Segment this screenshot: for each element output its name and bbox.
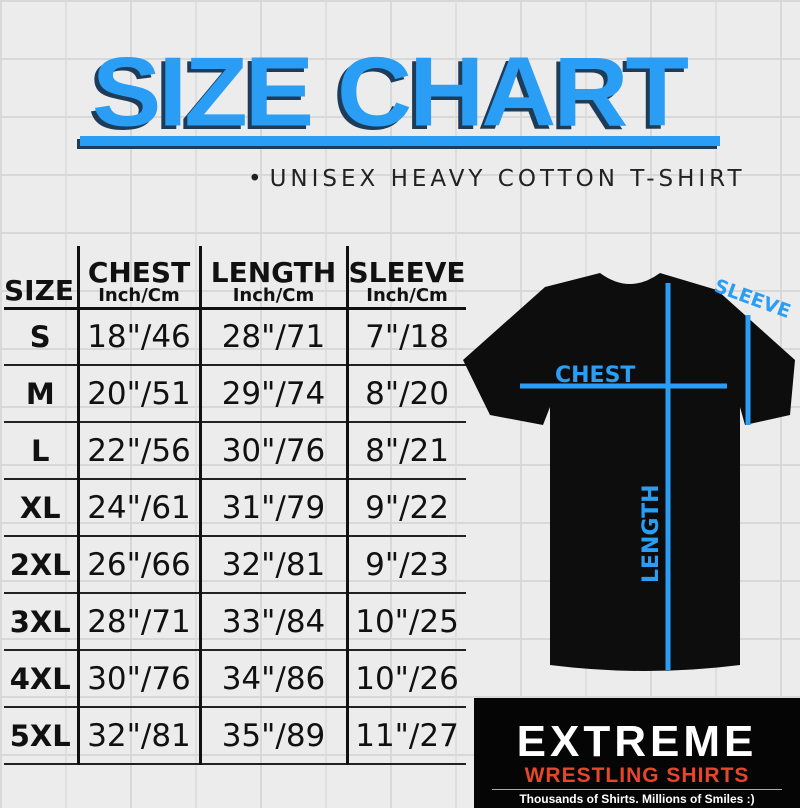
chest-header: CHEST Inch/Cm (76, 246, 200, 308)
size-cell: M (25, 376, 55, 411)
sleeve-header: SLEEVE Inch/Cm (345, 246, 466, 308)
length-cell: 28"/71 (198, 308, 347, 365)
length-cell: 34"/86 (198, 650, 347, 707)
sleeve-cell: 10"/26 (345, 650, 466, 707)
length-header: LENGTH Inch/Cm (198, 246, 347, 308)
table-row: M 20"/51 29"/74 8"/20 (4, 365, 466, 422)
logo-tagline: Thousands of Shirts. Millions of Smiles … (492, 789, 782, 806)
sleeve-cell: 9"/23 (345, 536, 466, 593)
table-row: L 22"/56 30"/76 8"/21 (4, 422, 466, 479)
page-title: SIZE CHART (92, 36, 689, 148)
brand-logo: EXTREME WRESTLING SHIRTS Thousands of Sh… (474, 698, 800, 808)
subtitle: UNISEX HEAVY COTTON T-SHIRT (248, 166, 746, 192)
length-cell: 35"/89 (198, 707, 347, 764)
length-cell: 31"/79 (198, 479, 347, 536)
table-header: SIZE CHEST Inch/Cm LENGTH Inch/Cm SLEEVE In… (4, 246, 466, 308)
size-cell: 2XL (9, 547, 71, 582)
chest-cell: 22"/56 (76, 422, 200, 479)
chest-cell: 26"/66 (76, 536, 200, 593)
table-row: 3XL 28"/71 33"/84 10"/25 (4, 593, 466, 650)
chest-cell: 30"/76 (76, 650, 200, 707)
logo-name: EXTREME (516, 717, 758, 766)
chest-cell: 28"/71 (76, 593, 200, 650)
sleeve-cell: 10"/25 (345, 593, 466, 650)
logo-sub: WRESTLING SHIRTS (524, 764, 750, 787)
length-cell: 29"/74 (198, 365, 347, 422)
table-row: S 18"/46 28"/71 7"/18 (4, 308, 466, 365)
sleeve-cell: 11"/27 (345, 707, 466, 764)
sleeve-cell: 7"/18 (345, 308, 466, 365)
tshirt-diagram: CHEST LENGTH SLEEVE (463, 273, 795, 671)
table-row: 5XL 32"/81 35"/89 11"/27 (4, 707, 466, 764)
length-cell: 33"/84 (198, 593, 347, 650)
size-cell: XL (19, 490, 61, 525)
chest-cell: 20"/51 (76, 365, 200, 422)
table-row: 4XL 30"/76 34"/86 10"/26 (4, 650, 466, 707)
table-row: XL 24"/61 31"/79 9"/22 (4, 479, 466, 536)
size-cell: L (31, 433, 50, 468)
tshirt-shape (463, 273, 795, 671)
size-header: SIZE (4, 273, 75, 307)
sleeve-cell: 8"/21 (345, 422, 466, 479)
size-table: SIZE CHEST Inch/Cm LENGTH Inch/Cm SLEEVE In… (4, 246, 466, 765)
table-row: 2XL 26"/66 32"/81 9"/23 (4, 536, 466, 593)
chest-cell: 32"/81 (76, 707, 200, 764)
sleeve-cell: 9"/22 (345, 479, 466, 536)
size-cell: 3XL (9, 604, 71, 639)
length-label: LENGTH (639, 484, 664, 583)
size-cell: S (29, 319, 51, 354)
length-cell: 30"/76 (198, 422, 347, 479)
size-cell: 5XL (9, 718, 71, 753)
chest-label: CHEST (555, 363, 635, 388)
sleeve-cell: 8"/20 (345, 365, 466, 422)
size-cell: 4XL (9, 661, 71, 696)
chest-cell: 24"/61 (76, 479, 200, 536)
chest-cell: 18"/46 (76, 308, 200, 365)
title-underline (80, 136, 720, 146)
length-cell: 32"/81 (198, 536, 347, 593)
